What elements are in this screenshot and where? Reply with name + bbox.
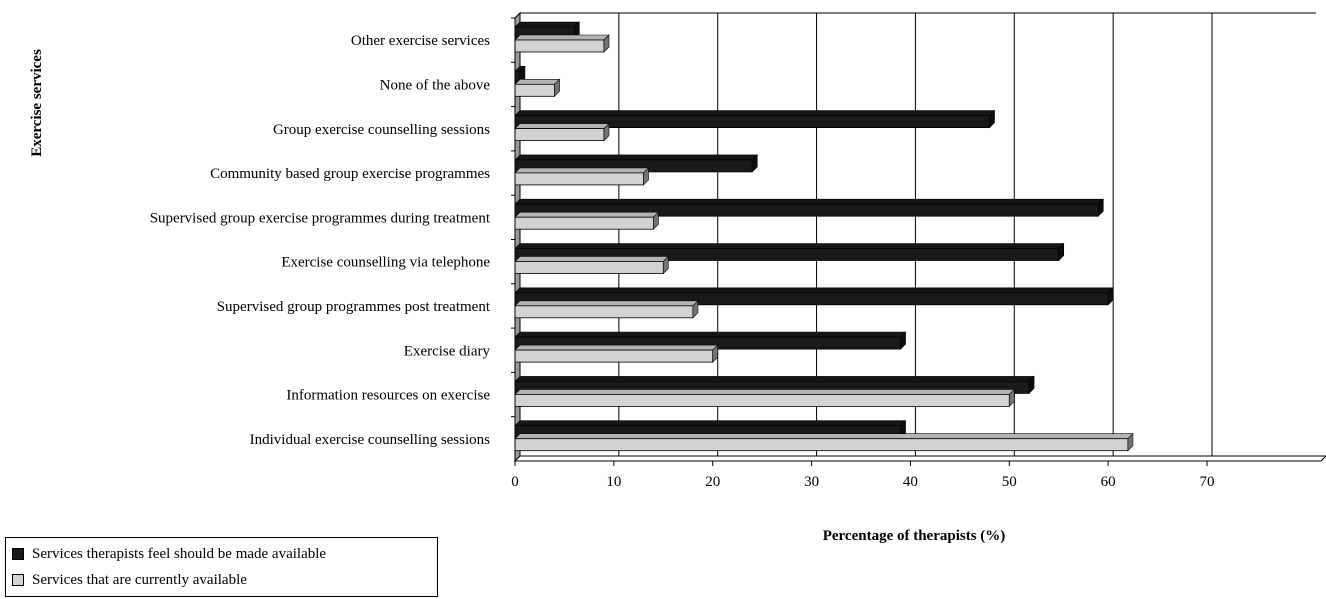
x-tick-label: 10 — [606, 474, 621, 490]
bar-top-face — [514, 211, 660, 218]
legend-label: Services therapists feel should be made … — [32, 545, 327, 562]
bar-side-face — [662, 255, 669, 275]
category-label: Group exercise counselling sessions — [273, 122, 490, 138]
bar-side-face — [1127, 432, 1134, 452]
category-label: Community based group exercise programme… — [210, 166, 490, 182]
bar-top-face — [514, 198, 1104, 205]
bar-side-face — [751, 154, 758, 173]
bar-top-face — [514, 433, 1134, 440]
x-tick-label: 70 — [1200, 474, 1215, 490]
plot-floor — [513, 455, 1326, 462]
bar — [514, 432, 1134, 452]
category-label: Exercise counselling via telephone — [281, 255, 490, 271]
axes-frame — [511, 17, 1326, 466]
bar-side-face — [1008, 388, 1015, 408]
x-axis-title: Percentage of therapists (%) — [823, 528, 1006, 544]
bar-top-face — [514, 34, 610, 41]
x-tick-label: 40 — [903, 474, 918, 490]
category-label: Supervised group programmes post treatme… — [217, 299, 491, 315]
bar-top-face — [514, 167, 650, 174]
bar-top-face — [514, 376, 1035, 382]
x-tick-label: 0 — [511, 474, 519, 490]
labels-group: Individual exercise counselling sessions… — [150, 33, 1215, 490]
x-tick-label: 20 — [705, 474, 720, 490]
bar-top-face — [514, 123, 610, 129]
bar — [514, 167, 650, 186]
bar-top-face — [514, 21, 581, 28]
bar-side-face — [900, 331, 906, 350]
bar-side-face — [603, 122, 610, 142]
bar — [514, 344, 719, 363]
y-axis-title: Exercise services — [29, 49, 45, 157]
bar-front-face — [514, 216, 654, 230]
bar-top-face — [514, 300, 699, 307]
bar — [514, 122, 610, 142]
bar-top-face — [514, 154, 758, 161]
bar-top-face — [514, 110, 996, 116]
bar-top-face — [514, 420, 907, 427]
bar — [514, 198, 1104, 217]
bar-side-face — [692, 300, 699, 319]
category-label: Individual exercise counselling sessions — [250, 432, 491, 448]
bar-top-face — [514, 256, 670, 262]
bar-top-face — [514, 331, 907, 338]
bar-front-face — [514, 83, 555, 97]
bar-side-face — [1097, 198, 1104, 217]
bar-top-face — [514, 389, 1016, 395]
bar-top-face — [514, 344, 719, 351]
category-label: Other exercise services — [351, 33, 490, 49]
bar — [514, 255, 670, 275]
bar-front-face — [514, 438, 1129, 452]
bar-side-face — [554, 78, 560, 98]
bar-front-face — [514, 172, 644, 186]
bar — [514, 211, 660, 230]
category-label: Exercise diary — [404, 343, 491, 359]
bar-front-face — [514, 128, 605, 142]
bar-side-face — [1107, 287, 1114, 306]
bar-front-face — [514, 305, 694, 319]
x-tick-label: 60 — [1101, 474, 1116, 490]
bar-front-face — [514, 261, 664, 274]
legend-swatch-light — [12, 574, 24, 586]
category-label: Information resources on exercise — [286, 388, 490, 404]
bar-front-face — [514, 393, 1010, 407]
bar-side-face — [1058, 242, 1065, 262]
bar-top-face — [514, 287, 1114, 294]
legend-swatch-dark — [12, 548, 24, 560]
bar — [514, 78, 561, 98]
bar — [514, 388, 1016, 408]
category-label: None of the above — [380, 77, 491, 93]
bar — [514, 300, 699, 319]
legend-item: Services that are currently available — [12, 567, 431, 593]
bars-group — [514, 21, 1134, 452]
legend: Services therapists feel should be made … — [5, 537, 438, 597]
category-label: Supervised group exercise programmes dur… — [150, 210, 491, 226]
legend-label: Services that are currently available — [32, 571, 247, 588]
bar — [514, 34, 610, 53]
bar-top-face — [514, 79, 561, 85]
bar-side-face — [643, 167, 649, 186]
bar-side-face — [989, 109, 995, 129]
legend-item: Services therapists feel should be made … — [12, 541, 431, 567]
bar-top-face — [514, 243, 1065, 249]
bar-front-face — [514, 39, 605, 53]
x-tick-label: 30 — [804, 474, 819, 490]
bar — [514, 109, 996, 129]
bar-front-face — [514, 349, 714, 363]
bar-side-face — [1028, 375, 1035, 395]
bar-side-face — [712, 344, 719, 363]
bar-side-face — [653, 211, 659, 230]
x-tick-label: 50 — [1002, 474, 1017, 490]
bar-side-face — [603, 34, 610, 53]
